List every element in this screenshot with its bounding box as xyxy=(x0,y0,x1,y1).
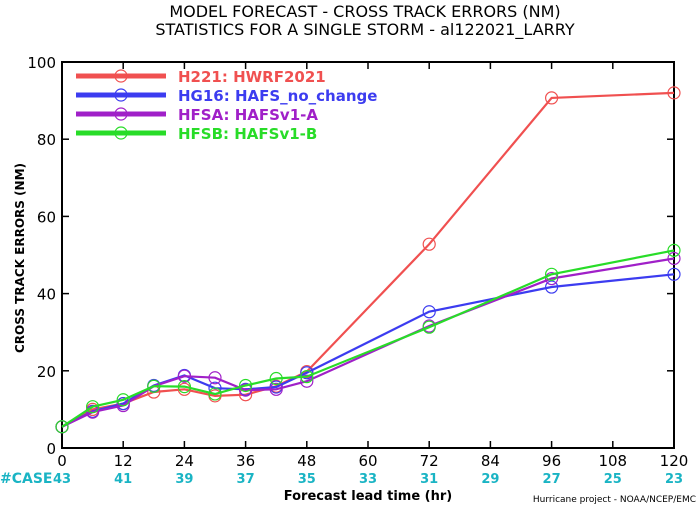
x-tick-label: 0 xyxy=(57,452,67,470)
y-tick-label: 20 xyxy=(37,363,56,381)
data-point xyxy=(239,378,253,393)
data-point xyxy=(269,371,283,386)
data-point xyxy=(55,420,69,434)
plot-frame xyxy=(61,61,675,449)
data-point xyxy=(85,400,100,414)
data-point xyxy=(667,267,681,281)
x-tick-label: 96 xyxy=(542,452,561,470)
data-point xyxy=(147,379,161,393)
legend-marker xyxy=(114,69,128,83)
data-point xyxy=(667,243,681,257)
data-point xyxy=(667,86,681,100)
case-count: 25 xyxy=(604,472,622,487)
data-point xyxy=(208,371,222,385)
x-tick-label: 108 xyxy=(598,452,627,470)
data-point xyxy=(177,369,191,383)
series-layer xyxy=(55,86,681,434)
legend-marker xyxy=(114,88,128,102)
data-point xyxy=(300,366,314,380)
data-point xyxy=(544,280,559,294)
case-count: 43 xyxy=(53,472,71,487)
case-count: 29 xyxy=(481,472,499,487)
data-point xyxy=(422,320,436,334)
data-point xyxy=(422,305,436,319)
case-count-row: #CASE 43 41 39 37 35 33 31 29 27 25 23 xyxy=(0,471,683,487)
series-group xyxy=(55,243,681,434)
y-tick-label: 40 xyxy=(37,286,56,304)
y-axis-label: CROSS TRACK ERRORS (NM) xyxy=(13,163,27,353)
case-count: 35 xyxy=(298,472,316,487)
data-point xyxy=(177,380,191,394)
case-count: 33 xyxy=(359,472,377,487)
x-tick-label: 12 xyxy=(114,452,133,470)
x-tick-label: 24 xyxy=(175,452,194,470)
legend-label: HFSB: HAFSv1-B xyxy=(178,125,317,143)
x-tick-label: 84 xyxy=(481,452,500,470)
chart-subtitle: STATISTICS FOR A SINGLE STORM - al122021… xyxy=(155,20,574,40)
case-label: #CASE xyxy=(0,471,53,487)
series-group xyxy=(55,267,681,434)
data-point xyxy=(300,369,314,384)
chart-title: MODEL FORECAST - CROSS TRACK ERRORS (NM) xyxy=(169,2,560,21)
case-count: 39 xyxy=(175,472,193,487)
y-tick-label: 0 xyxy=(46,440,56,458)
case-count: 37 xyxy=(237,472,255,487)
data-point xyxy=(300,374,314,388)
data-point xyxy=(116,393,130,407)
legend-marker xyxy=(114,107,128,121)
credit-text: Hurricane project - NOAA/NCEP/EMC xyxy=(533,495,696,505)
case-count: 23 xyxy=(665,472,683,487)
data-point xyxy=(544,271,559,286)
x-tick-label: 72 xyxy=(420,452,439,470)
y-tick-label: 80 xyxy=(37,131,56,149)
x-tick-label: 36 xyxy=(236,452,255,470)
x-axis-label: Forecast lead time (hr) xyxy=(284,489,452,504)
data-point xyxy=(544,91,559,105)
data-point xyxy=(422,237,436,251)
case-count: 41 xyxy=(114,472,132,487)
y-axis: 0 20 40 60 80 100 xyxy=(27,54,674,458)
series-line xyxy=(61,249,675,428)
x-axis: 0 12 24 36 48 60 72 84 96 108 120 xyxy=(57,62,688,470)
x-tick-label: 48 xyxy=(297,452,316,470)
y-tick-label: 100 xyxy=(27,54,56,72)
legend-label: HFSA: HAFSv1-A xyxy=(178,106,318,124)
data-point xyxy=(269,382,283,396)
legend-marker xyxy=(114,126,128,140)
series-line xyxy=(61,273,675,428)
data-point xyxy=(667,251,681,266)
data-point xyxy=(544,267,559,281)
y-tick-label: 60 xyxy=(37,208,56,226)
legend-label: H221: HWRF2021 xyxy=(178,68,326,86)
x-tick-label: 120 xyxy=(660,452,689,470)
x-tick-label: 60 xyxy=(358,452,377,470)
data-point xyxy=(239,383,253,397)
case-count: 27 xyxy=(543,472,561,487)
legend-label: HG16: HAFS_no_change xyxy=(178,87,377,105)
series-line xyxy=(61,91,675,428)
data-point xyxy=(208,387,222,401)
case-count: 31 xyxy=(420,472,438,487)
